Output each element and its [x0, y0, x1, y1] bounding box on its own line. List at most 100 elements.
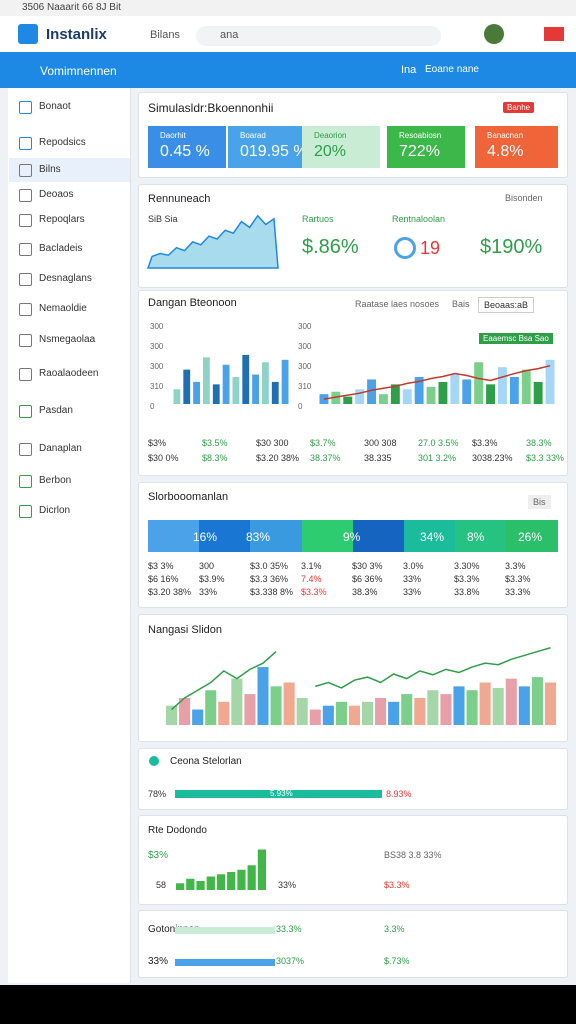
- area: [146, 214, 279, 269]
- app-name: Instanlix: [46, 26, 107, 43]
- value: 58: [156, 880, 167, 890]
- strip-value: 34%: [420, 530, 445, 544]
- button[interactable]: Bis: [528, 495, 551, 509]
- search-box[interactable]: [196, 26, 441, 46]
- stat-value: $.86%: [302, 236, 359, 258]
- sidebar-item[interactable]: Desnaglans: [39, 273, 92, 284]
- card-title: Rte Dodondo: [148, 825, 207, 836]
- y-tick-label: 310: [298, 382, 312, 391]
- kpi-tile: [387, 126, 465, 168]
- line: [323, 364, 551, 400]
- bar: [173, 389, 181, 404]
- kpi-value: 0.45 %: [160, 143, 210, 160]
- table-cell: $3.7%: [310, 438, 336, 448]
- bar: [462, 379, 472, 404]
- table-cell: 3.1%: [301, 561, 322, 571]
- bar: [544, 682, 556, 725]
- bar: [296, 697, 308, 725]
- table-cell: $3.20 38%: [148, 587, 192, 597]
- sidebar-item[interactable]: Repoqlars: [39, 214, 85, 225]
- kpi-tile: [228, 126, 306, 168]
- card: [138, 815, 568, 905]
- strip-cell: [352, 520, 405, 552]
- bar: [186, 878, 195, 890]
- button[interactable]: Beoaas:aB: [478, 297, 535, 313]
- avatar[interactable]: [484, 24, 504, 44]
- kpi-label: Resoabiosn: [399, 131, 442, 140]
- bar: [390, 384, 400, 404]
- ring: [394, 237, 416, 259]
- sidebar-item[interactable]: Deoaos: [39, 189, 74, 200]
- bar: [521, 369, 531, 404]
- sidebar-item[interactable]: Bilns: [39, 164, 61, 175]
- bar: [231, 678, 243, 725]
- strip-cell: [455, 520, 508, 552]
- table-cell: $3.338 8%: [250, 587, 294, 597]
- table-cell: 33%: [403, 587, 422, 597]
- bar: [531, 677, 543, 725]
- sidebar-item[interactable]: Berbon: [39, 475, 72, 486]
- sidebar-item[interactable]: Raoalaodeen: [39, 368, 99, 379]
- table-cell: $3.3%: [301, 587, 327, 597]
- sidebar-item[interactable]: Nemaoldie: [39, 303, 87, 314]
- bar: [486, 384, 495, 404]
- bar: [426, 386, 436, 404]
- sidebar-item[interactable]: Repodsics: [39, 137, 86, 148]
- sidebar-item[interactable]: Bacladeis: [39, 243, 83, 254]
- strip-cell: [148, 520, 200, 552]
- card-title: Ceona Stelorlan: [170, 756, 242, 767]
- table-cell: 300 308: [364, 438, 397, 448]
- sidebar-icon: [19, 189, 32, 202]
- sidebar-item[interactable]: Pasdan: [39, 405, 73, 416]
- table-cell: $3.3 36%: [250, 574, 289, 584]
- bar: [244, 694, 256, 725]
- bar: [401, 694, 413, 725]
- button[interactable]: Bais: [452, 299, 470, 309]
- table-cell: 38.37%: [310, 453, 341, 463]
- sidebar-item[interactable]: Bonaot: [39, 101, 71, 112]
- strip-value: 83%: [246, 530, 271, 544]
- kpi-tile: [475, 126, 558, 168]
- search-text[interactable]: ana: [220, 29, 239, 41]
- card-title: Nangasi Slidon: [148, 624, 222, 636]
- flag-icon[interactable]: [544, 27, 564, 41]
- value: $.73%: [384, 956, 410, 966]
- sidebar: [8, 88, 131, 983]
- table-cell: 3.3%: [505, 561, 526, 571]
- nav-item[interactable]: Ina: [401, 64, 417, 76]
- sidebar-icon: [19, 303, 32, 316]
- header-tab[interactable]: Bilans: [150, 29, 180, 41]
- card-link[interactable]: Bisonden: [505, 193, 543, 203]
- table-cell: $3.0 35%: [250, 561, 289, 571]
- app-logo[interactable]: [18, 24, 38, 44]
- bar: [440, 694, 452, 725]
- sidebar-item[interactable]: Dicrlon: [39, 505, 71, 516]
- sidebar-item[interactable]: Danaplan: [39, 443, 82, 454]
- bar: [227, 872, 236, 890]
- badge[interactable]: Banhe: [503, 102, 535, 113]
- y-tick-label: 300: [298, 342, 312, 351]
- sidebar-icon: [19, 443, 32, 456]
- bar: [509, 377, 519, 404]
- table-cell: $30 3%: [352, 561, 383, 571]
- bar: [203, 357, 210, 404]
- bar: [466, 690, 478, 725]
- bar: [379, 394, 388, 404]
- table-cell: 3038.23%: [472, 453, 513, 463]
- sidebar-item[interactable]: Nsmegaolaa: [39, 334, 96, 345]
- kpi-value: 20%: [314, 143, 347, 160]
- strip-cell: [250, 520, 303, 552]
- bar: [498, 367, 507, 404]
- bar: [319, 394, 329, 404]
- table-cell: $6 16%: [148, 574, 179, 584]
- bar: [438, 381, 448, 404]
- bar: [348, 705, 360, 725]
- filter[interactable]: Raatase laes nosoes: [355, 299, 440, 309]
- card-title: Slorbooomanlan: [148, 491, 229, 503]
- progress-label: 78%: [148, 789, 167, 799]
- bar: [388, 701, 400, 725]
- bar: [183, 369, 191, 404]
- nav-item[interactable]: Eoane nane: [425, 64, 479, 75]
- bar: [335, 701, 347, 725]
- value: $3.3%: [384, 880, 410, 890]
